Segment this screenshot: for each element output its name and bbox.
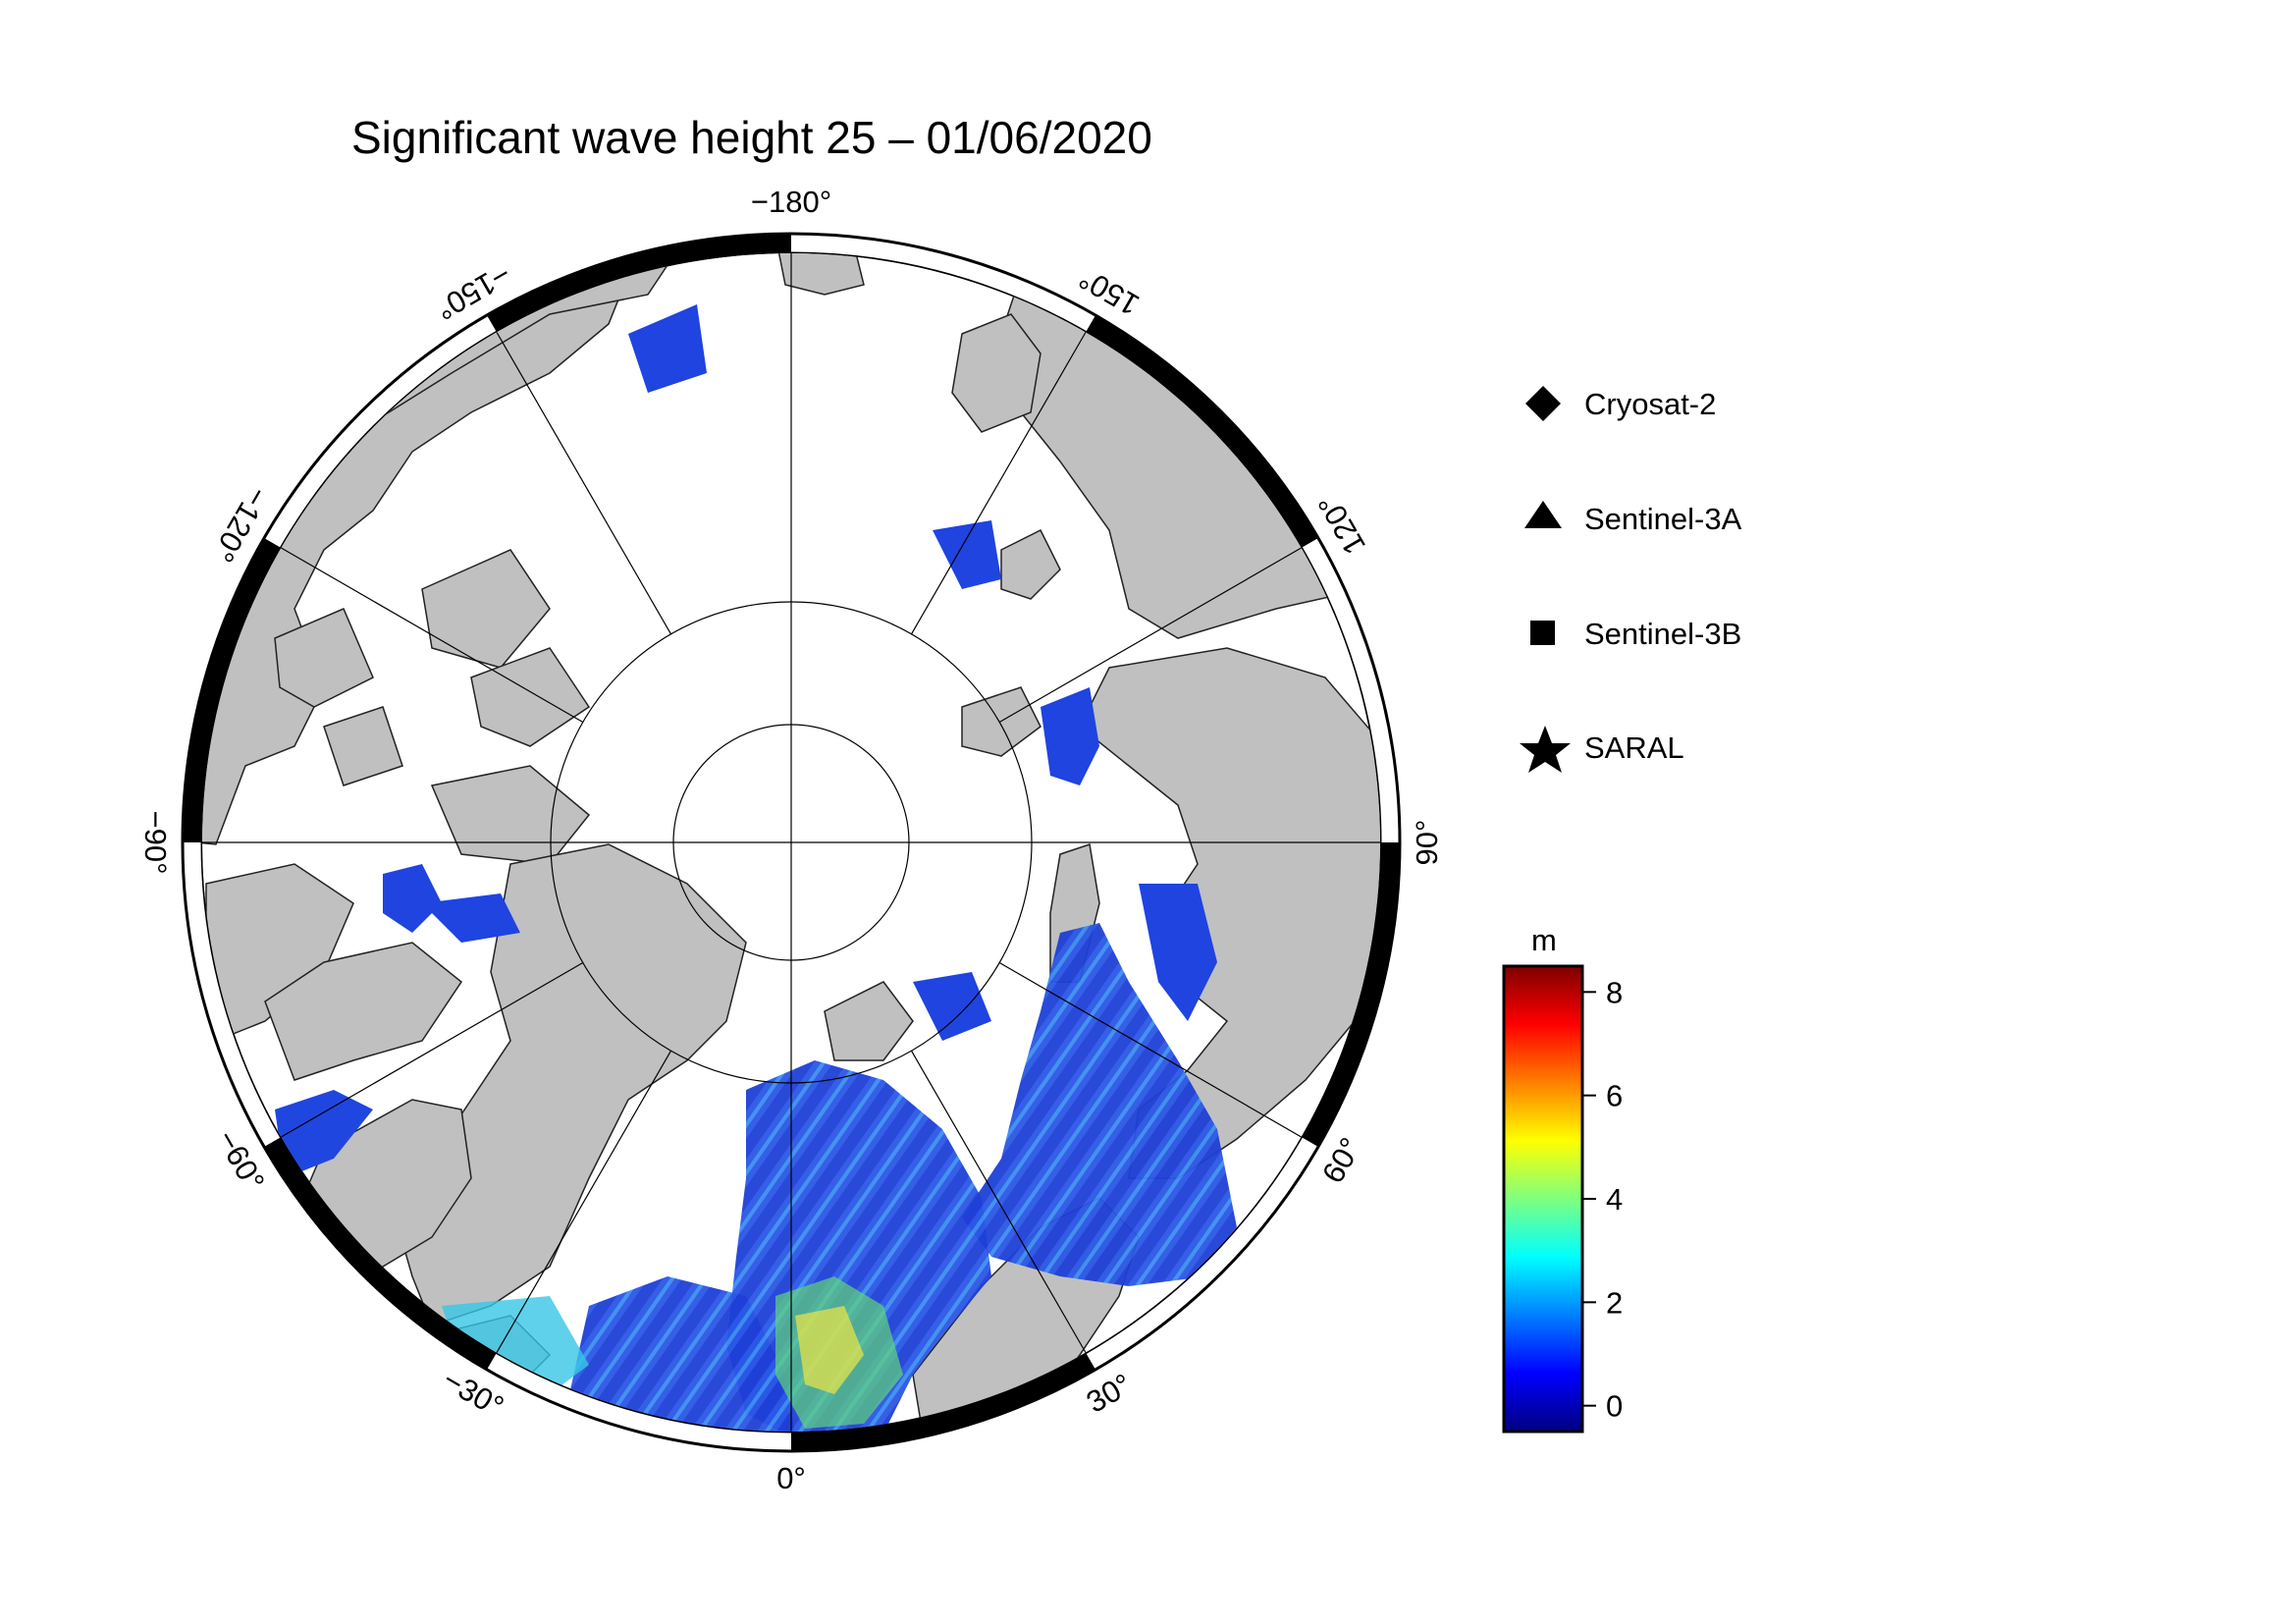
land-island-3 xyxy=(274,608,374,708)
legend-label: Cryosat-2 xyxy=(1584,387,1716,421)
longitude-label: −90° xyxy=(138,811,173,875)
swath-east-siberian xyxy=(933,520,1001,589)
frame-segment xyxy=(487,234,791,333)
meridian-line xyxy=(910,332,1087,635)
colorbar: m 8 6 4 2 0 xyxy=(1502,923,1623,1434)
map-title: Significant wave height 25 – 01/06/2020 xyxy=(351,112,1152,163)
meridian-line xyxy=(998,961,1302,1138)
swath-greenland-sea xyxy=(569,1276,795,1432)
land-svalbard xyxy=(824,981,914,1061)
triangle-icon xyxy=(1524,501,1562,528)
meridians xyxy=(202,253,1380,1432)
swath-baffin-track xyxy=(275,1090,373,1178)
colorbar-tick-label: 2 xyxy=(1606,1285,1623,1320)
legend-label: Sentinel-3A xyxy=(1584,502,1742,536)
frame-segment xyxy=(1086,315,1318,548)
legend-item-cryosat: Cryosat-2 xyxy=(1525,386,1716,421)
meridian-line xyxy=(496,332,672,635)
swath-kara xyxy=(1139,884,1217,1021)
frame-segments xyxy=(183,234,1400,1451)
land-chukotka xyxy=(774,253,865,296)
land-franz-josef xyxy=(1000,528,1061,600)
colorbar-unit: m xyxy=(1531,923,1557,957)
longitude-label: −180° xyxy=(751,185,831,219)
legend-label: Sentinel-3B xyxy=(1584,617,1741,651)
swath-barents xyxy=(962,923,1237,1286)
meridian-line xyxy=(910,1050,1087,1353)
legend-item-sentinel-3a: Sentinel-3A xyxy=(1524,501,1742,536)
meridian-line xyxy=(281,961,584,1138)
colorbar-tick-label: 4 xyxy=(1606,1182,1623,1217)
land-baffin xyxy=(264,942,463,1081)
swath-highwave-2 xyxy=(795,1306,864,1394)
frame-segment xyxy=(791,1352,1095,1451)
colorbar-tick-label: 0 xyxy=(1606,1389,1623,1424)
meridian-line xyxy=(281,547,584,724)
swath-hudson xyxy=(383,864,442,933)
land-greenland xyxy=(392,843,747,1326)
swath-laptev xyxy=(1041,687,1099,785)
frame-segment xyxy=(183,538,282,842)
diamond-icon xyxy=(1525,386,1561,421)
swath-baffin-bay xyxy=(422,893,520,943)
legend-label: SARAL xyxy=(1584,730,1684,765)
polar-map: −180°−150°−120°−90°−60°−30°0°30°60°90°12… xyxy=(138,185,1444,1495)
colorbar-tick-label: 6 xyxy=(1606,1079,1623,1113)
colorbar-ticks: 8 6 4 2 0 xyxy=(1582,975,1623,1424)
legend: Cryosat-2 Sentinel-3A Sentinel-3B SARAL xyxy=(1520,386,1742,773)
colorbar-gradient xyxy=(1502,964,1584,1434)
land-island-1 xyxy=(421,549,551,669)
legend-item-saral: SARAL xyxy=(1520,726,1684,773)
swath-greenland-east xyxy=(913,972,991,1041)
swath-beaufort xyxy=(628,304,707,393)
colorbar-tick-label: 8 xyxy=(1606,975,1623,1009)
land-kamchatka xyxy=(951,313,1041,433)
longitude-label: 90° xyxy=(1410,820,1444,866)
frame-segment xyxy=(264,1137,497,1370)
longitude-label: 0° xyxy=(776,1461,806,1495)
star-icon xyxy=(1520,726,1571,773)
frame-segment xyxy=(1301,842,1400,1147)
meridian-line xyxy=(998,547,1302,724)
meridian-line xyxy=(496,1050,672,1353)
square-icon xyxy=(1530,621,1555,645)
land-island-4 xyxy=(323,706,403,786)
graticule xyxy=(202,253,1380,1432)
legend-item-sentinel-3b: Sentinel-3B xyxy=(1530,617,1741,651)
land-island-2 xyxy=(470,647,591,747)
